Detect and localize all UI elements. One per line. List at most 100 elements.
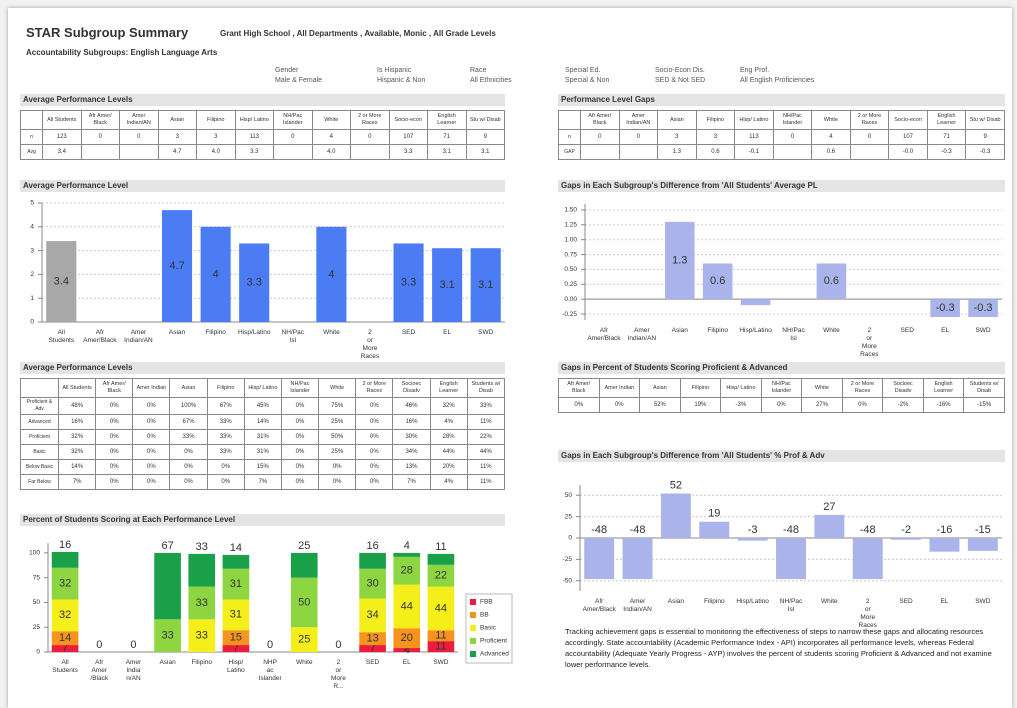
x-tick-label: SED bbox=[366, 659, 380, 666]
data-label: 25 bbox=[298, 540, 310, 552]
data-label: 50 bbox=[298, 596, 310, 608]
bar bbox=[699, 521, 730, 538]
bar-segment bbox=[359, 645, 386, 652]
y-tick-label: -0.25 bbox=[562, 311, 577, 318]
x-tick-label: SED bbox=[901, 327, 915, 334]
data-table: All Students Afr Amer/ Black Amer Indian/A… bbox=[20, 110, 505, 160]
bar bbox=[816, 263, 847, 300]
data-label: 7 bbox=[370, 642, 376, 654]
x-tick-label: EL bbox=[443, 329, 451, 336]
header-row: Afr Amer/ Black Amer Indian Asian Filipino H… bbox=[558, 378, 1005, 398]
table-cell: 0% bbox=[355, 474, 394, 490]
filter: Is Hispanic Hispanic & Non bbox=[377, 66, 425, 86]
data-label: 4 bbox=[404, 540, 410, 552]
bar-segment bbox=[290, 577, 318, 628]
header-row: All Students Afr Amer/ Black Amer Indian As… bbox=[20, 378, 506, 398]
filter-label: Race bbox=[470, 67, 487, 74]
bar bbox=[46, 241, 77, 322]
filter: Socio-Econ Dis. SED & Not SED bbox=[655, 66, 705, 86]
bar-segment bbox=[188, 586, 216, 620]
data-label: 7 bbox=[233, 642, 239, 654]
legend-swatch bbox=[470, 638, 476, 644]
bar bbox=[584, 538, 615, 580]
bar bbox=[200, 226, 231, 322]
bar-segment bbox=[427, 553, 455, 565]
data-label: 31 bbox=[230, 609, 242, 621]
x-tick-label: Afr Amer/Black bbox=[583, 598, 617, 613]
x-tick-label: White bbox=[823, 327, 840, 334]
x-tick-label: SED bbox=[402, 329, 416, 336]
table-cell: -0.3 bbox=[965, 144, 1005, 160]
data-label: 33 bbox=[196, 541, 208, 553]
legend-label: Basic bbox=[480, 625, 497, 632]
bar bbox=[891, 538, 922, 540]
data-label: 31 bbox=[230, 578, 242, 590]
y-tick-label: 50 bbox=[33, 599, 41, 606]
y-tick-label: 0.50 bbox=[564, 266, 577, 273]
bar-segment bbox=[188, 553, 216, 587]
data-label: 0.6 bbox=[710, 275, 725, 287]
x-tick-label: Asian bbox=[159, 659, 176, 666]
x-tick-label: EL bbox=[940, 598, 948, 605]
bar bbox=[967, 538, 998, 551]
data-label: 3.1 bbox=[439, 279, 454, 291]
table-cell: 19% bbox=[679, 397, 722, 413]
bar-segment bbox=[427, 630, 455, 642]
data-label: -48 bbox=[860, 524, 876, 536]
bar-segment bbox=[222, 630, 250, 646]
x-tick-label: All Students bbox=[48, 329, 74, 344]
filter: Special Ed. Special & Non bbox=[565, 66, 609, 86]
bar-segment bbox=[290, 627, 318, 652]
bar-segment bbox=[393, 556, 421, 585]
bar-segment bbox=[359, 552, 386, 569]
chart: 0 1 2 3 4 5 All Students 3.4 Afr Amer/Black Amer Ind… bbox=[30, 200, 505, 360]
chart-title: Percent of Students Scoring at Each Perf… bbox=[20, 514, 505, 526]
subgroup-label: Accountability Subgroups: English Langua… bbox=[26, 48, 218, 57]
x-tick-label: SWD bbox=[975, 327, 990, 334]
filter-label: Eng Prof. bbox=[740, 67, 770, 74]
data-label: 16 bbox=[366, 540, 378, 552]
data-label: 16 bbox=[59, 539, 71, 551]
bar bbox=[740, 299, 771, 306]
legend-label: FBB bbox=[480, 599, 493, 606]
report-title: STAR Subgroup Summary bbox=[26, 25, 189, 40]
data-label: 11 bbox=[435, 630, 446, 642]
x-tick-label: Hisp/Latino bbox=[739, 327, 772, 334]
x-tick-label: White bbox=[296, 659, 313, 666]
y-tick-label: 0.25 bbox=[564, 281, 577, 288]
filter-label: Is Hispanic bbox=[377, 67, 412, 74]
bar-segment bbox=[51, 599, 79, 632]
bar bbox=[470, 248, 501, 322]
data-label: -3 bbox=[748, 524, 758, 536]
bar-segment bbox=[427, 586, 455, 631]
y-tick-label: 1.50 bbox=[564, 207, 577, 214]
x-tick-label: EL bbox=[941, 327, 949, 334]
legend-label: Proficient bbox=[480, 638, 507, 645]
data-label: 0.6 bbox=[824, 275, 839, 287]
bar-segment bbox=[51, 551, 79, 568]
header-row: All Students Afr Amer/ Black Amer Indian/A… bbox=[20, 110, 505, 130]
filter-label: Gender bbox=[275, 67, 299, 74]
bar-segment bbox=[222, 554, 250, 569]
table-cell: -2% bbox=[882, 397, 924, 413]
bar-segment bbox=[359, 632, 386, 646]
bar bbox=[968, 299, 998, 318]
data-label: 32 bbox=[59, 578, 71, 590]
table-cell: -0.1 bbox=[734, 144, 774, 160]
bar-segment bbox=[188, 619, 216, 652]
table-cell: 3.4 bbox=[42, 144, 82, 160]
x-tick-label: 2 or More Races bbox=[859, 598, 878, 629]
filter-value: Hispanic & Non bbox=[377, 77, 426, 84]
data-label: 27 bbox=[823, 501, 835, 513]
bar bbox=[852, 538, 883, 580]
filter-value: Special & Non bbox=[565, 77, 610, 84]
x-tick-label: Afr Amer/Black bbox=[587, 327, 621, 342]
data-label: -16 bbox=[937, 524, 953, 536]
table-row: Far Below 7% 0% 0% 0% 0% 7% 0% 0% 0% 7% 4% 11% bbox=[20, 474, 506, 490]
y-tick-label: 75 bbox=[33, 574, 41, 581]
y-tick-label: 0.75 bbox=[564, 251, 577, 258]
x-tick-label: Afr Amer/Black bbox=[83, 329, 117, 344]
chart: -50 -25 0 25 50 Afr Amer/Black -48 Amer Indian/AN… bbox=[563, 479, 1002, 629]
